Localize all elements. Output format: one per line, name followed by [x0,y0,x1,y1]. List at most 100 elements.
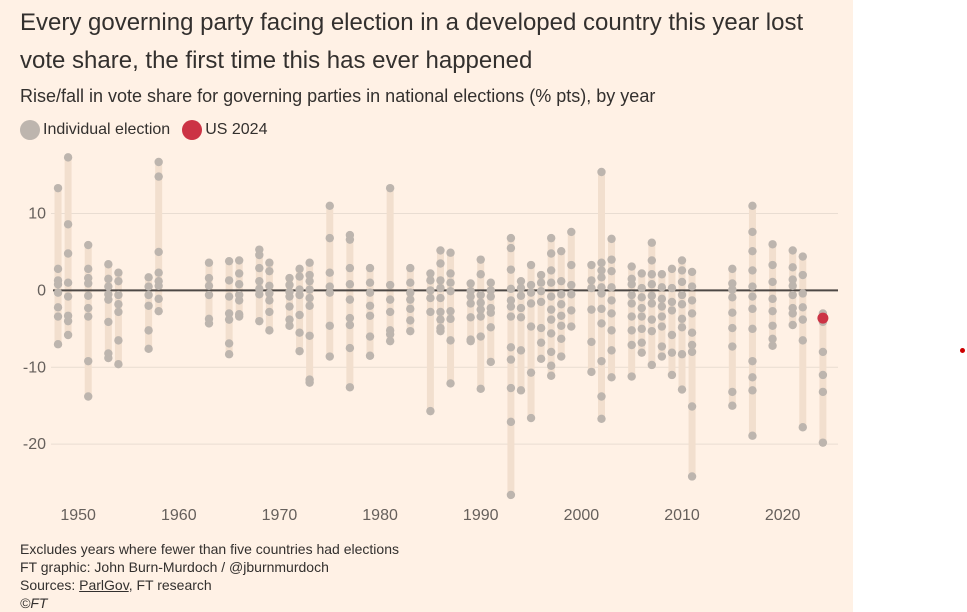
election-dot [84,291,93,300]
election-dot [154,294,163,304]
sources-prefix: Sources: [20,577,80,593]
election-dot [144,344,153,354]
election-dot [406,326,415,336]
election-dot [748,266,757,275]
election-dot [637,348,646,357]
election-dot [154,306,163,316]
election-dot [305,301,314,310]
range-bar [477,259,485,389]
election-dot [476,312,485,321]
range-bar [608,238,616,378]
election-dot [84,312,93,321]
election-dot [436,276,445,285]
range-bar [84,245,92,397]
range-bar [296,268,304,352]
election-dot [546,249,556,258]
range-bar [235,260,243,317]
election-dot [647,280,657,289]
election-dot [818,387,828,397]
election-dot [154,157,163,167]
range-bar [326,205,334,357]
election-dot [526,260,536,270]
election-dot [607,309,616,318]
election-dot [768,306,777,316]
election-dot [536,338,546,347]
election-dot [476,255,485,264]
election-dot [798,303,807,312]
election-dot [647,270,657,279]
election-dot [224,256,234,266]
election-dot [546,292,556,301]
election-dot [53,288,63,297]
x-tick-label: 2010 [664,507,700,524]
election-dot [63,292,73,301]
election-dot [526,413,536,423]
election-dot [768,240,777,249]
election-dot [265,258,274,267]
election-dot [546,278,556,287]
election-dot [436,326,445,336]
election-dot [224,350,234,359]
election-dot [446,248,455,257]
election-dot [818,370,828,380]
election-dot [154,247,163,257]
election-dot [325,352,334,361]
election-dot [597,319,606,328]
election-dot [104,353,113,363]
election-dot [627,299,636,308]
election-dot [305,331,314,340]
election-dot [557,311,566,320]
election-dot [546,305,556,314]
election-dot [114,307,123,317]
election-dot [486,308,495,317]
election-dot [567,322,576,331]
election-dot [637,293,646,302]
x-tick-label: 1960 [161,507,197,524]
y-tick-label: -20 [23,436,46,453]
election-dot [587,305,596,314]
election-dot [305,293,314,303]
election-dot [627,372,636,381]
election-dot [506,417,516,427]
election-dot [295,272,304,281]
election-dot [687,347,697,357]
election-dot [647,326,657,336]
election-dot [265,281,274,290]
parlgov-link[interactable]: ParlGov [79,577,129,593]
range-bar [628,266,636,377]
election-dot [204,273,214,283]
election-dot [63,249,73,258]
election-dot [798,270,807,280]
election-dot [728,264,737,274]
election-dot [506,284,516,294]
election-dot [788,275,797,284]
election-dot [84,356,93,366]
scatter-chart: 10 0 -10 -20 1950 1960 1970 1980 1990 2000 2010 202… [23,153,838,524]
election-dot [506,302,516,311]
election-dot [285,315,294,324]
election-dot [426,293,435,303]
election-dot [637,303,646,313]
election-dot [536,278,546,287]
election-dot [647,256,657,265]
election-dot [365,351,375,360]
election-dot [305,258,314,267]
election-dot [557,300,566,309]
election-dot [53,303,63,312]
election-dot [798,336,807,345]
election-dot [506,312,516,321]
election-dot [768,341,777,350]
election-dot [516,276,526,286]
range-bar [64,157,72,335]
election-dot [637,324,646,334]
election-dot [295,346,304,356]
election-dot [748,324,757,334]
election-dot [84,279,93,288]
election-dot [768,260,777,270]
election-dot [486,323,495,332]
election-dot [677,385,687,394]
range-bar [507,238,515,495]
election-dot [788,246,797,255]
election-dot [546,266,556,275]
election-dot [234,280,244,289]
